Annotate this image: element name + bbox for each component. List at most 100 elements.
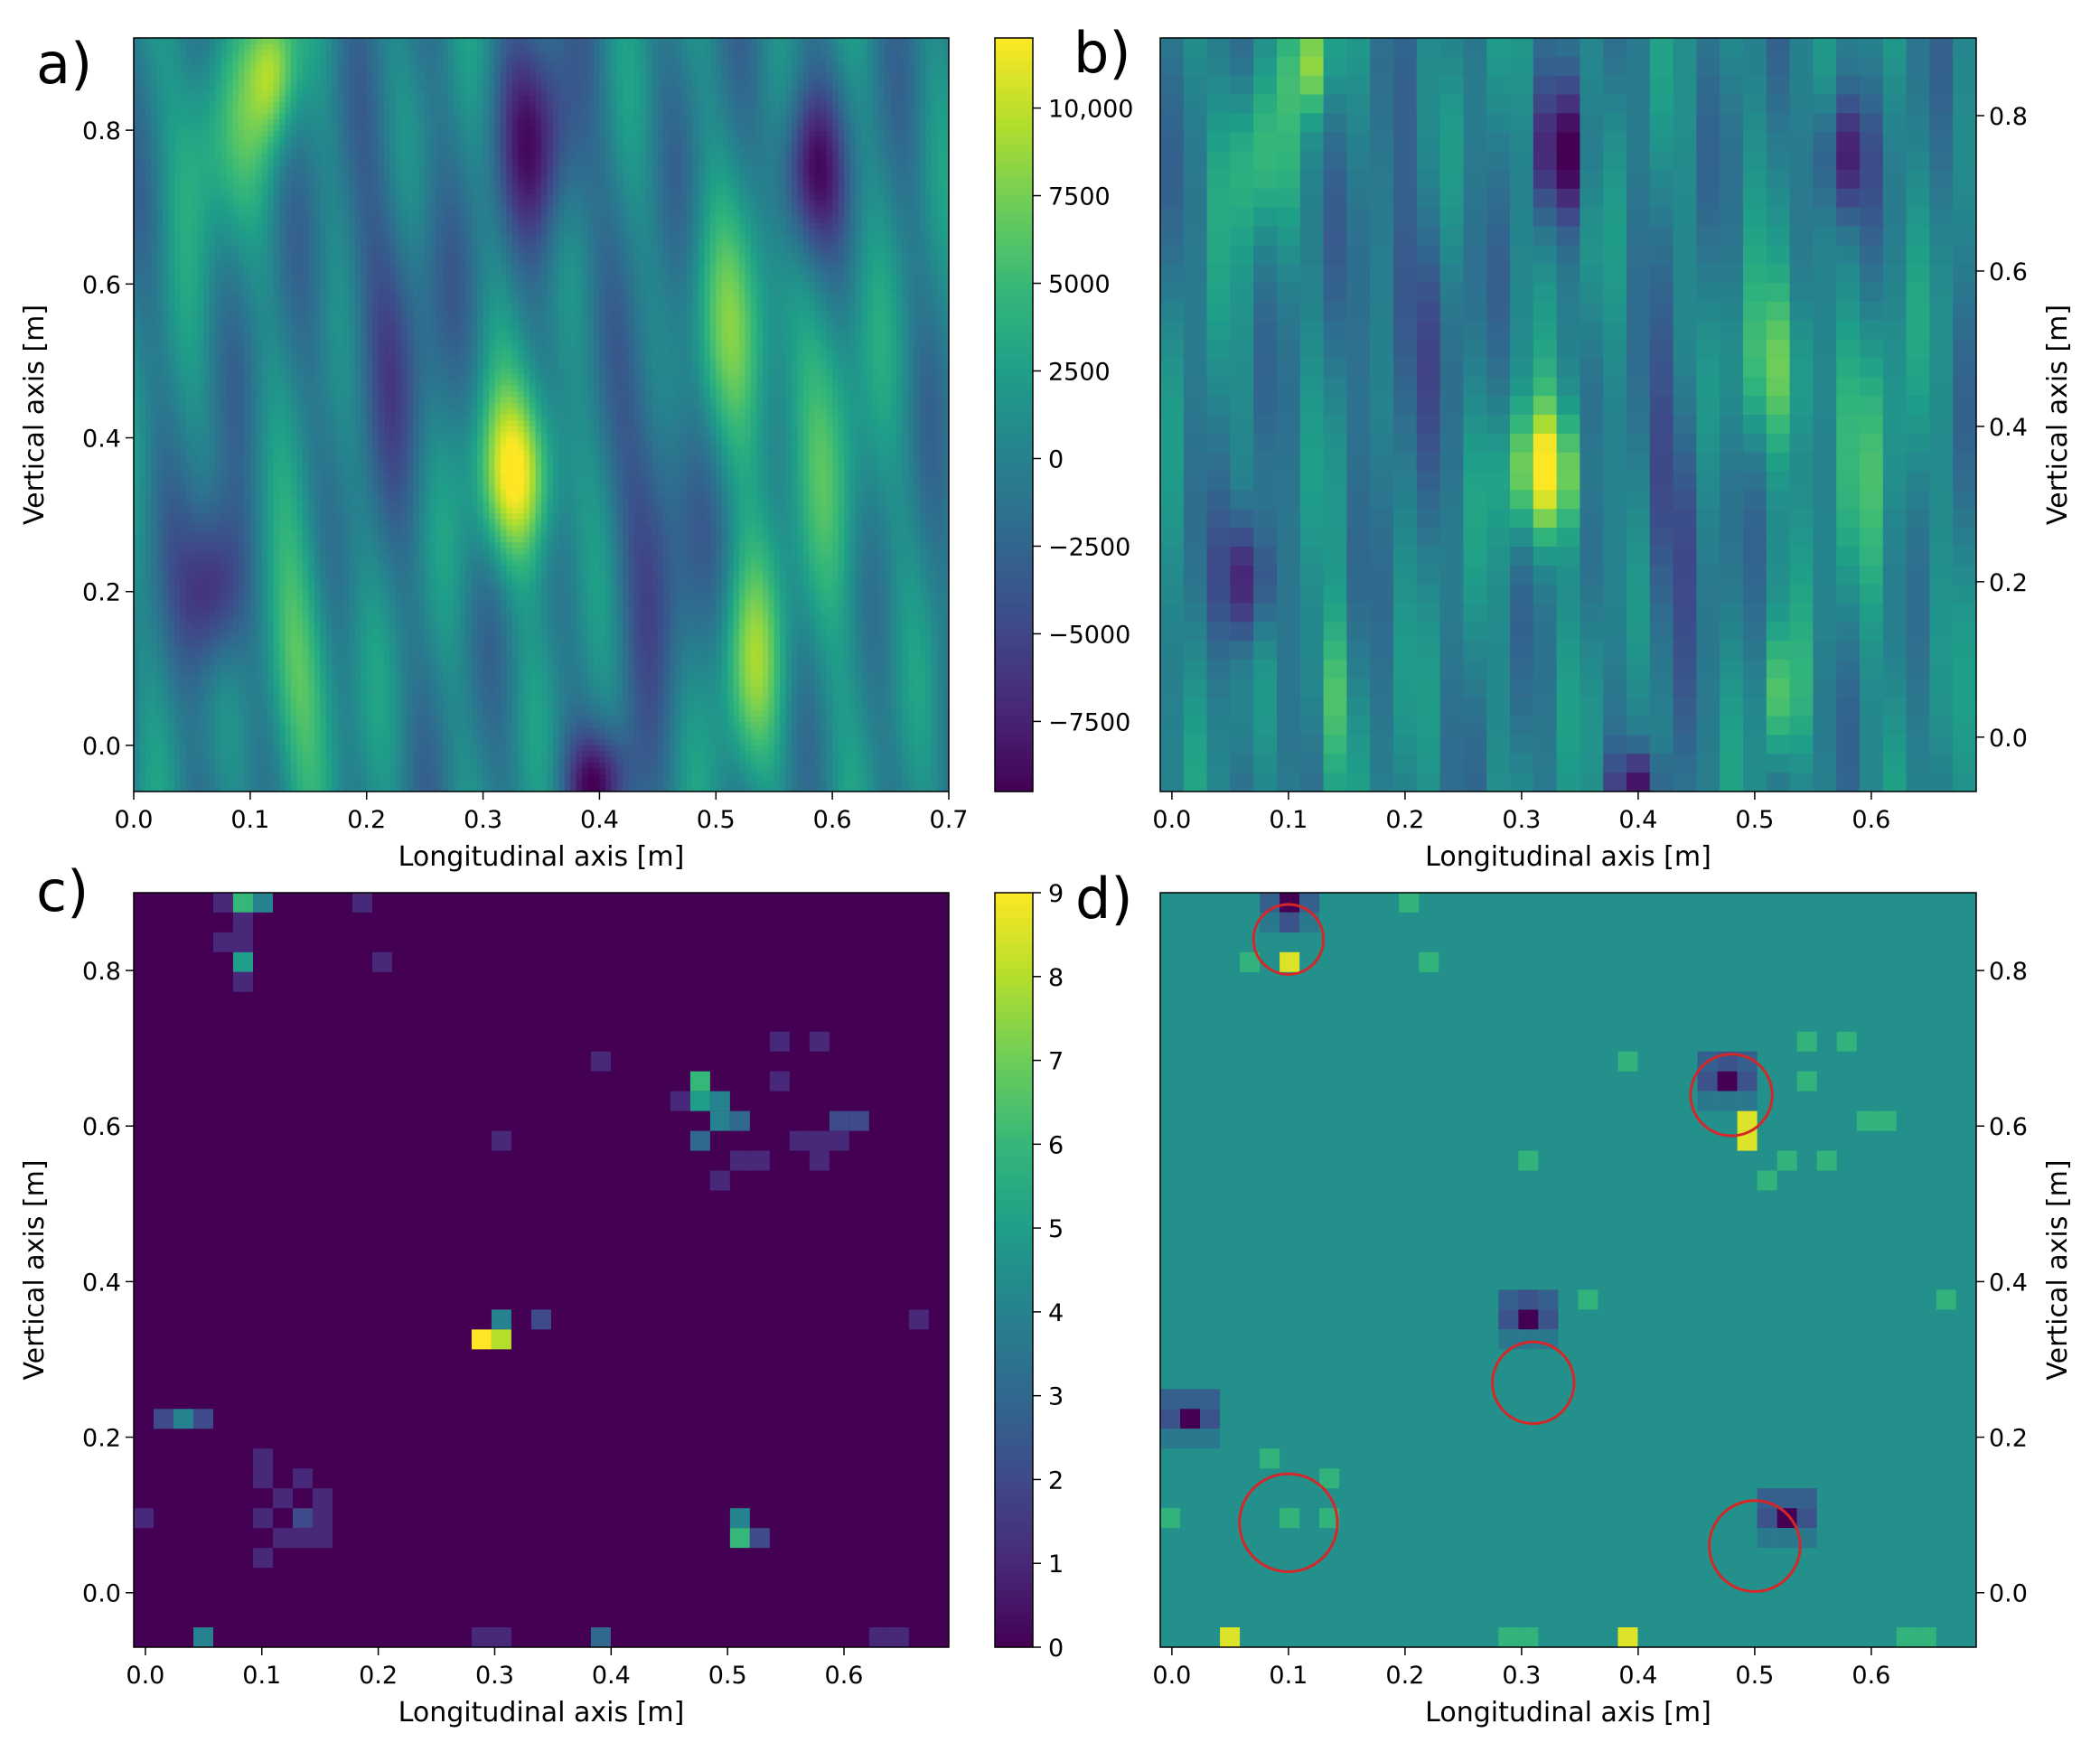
heatmap-cell <box>308 200 315 207</box>
heatmap-cell <box>244 142 251 149</box>
heatmap-cell <box>145 67 152 74</box>
heatmap-cell <box>145 722 152 729</box>
heatmap-cell <box>232 722 239 729</box>
heatmap-cell <box>227 154 234 161</box>
heatmap-cell <box>354 327 361 334</box>
heatmap-cell <box>261 513 268 520</box>
heatmap-cell <box>134 49 141 56</box>
heatmap-cell <box>203 258 211 265</box>
heatmap-cell <box>261 785 268 792</box>
heatmap-cell <box>261 773 268 781</box>
heatmap-cell <box>156 722 164 729</box>
heatmap-cell <box>203 629 211 636</box>
heatmap-cell <box>296 739 304 746</box>
heatmap-cell <box>185 565 193 572</box>
heatmap-cell <box>203 658 211 665</box>
heatmap-cell <box>349 276 356 283</box>
heatmap-cell <box>180 281 187 288</box>
heatmap-cell <box>163 530 170 538</box>
heatmap-cell <box>320 768 327 775</box>
heatmap-cell <box>249 646 257 653</box>
heatmap-cell <box>349 751 356 758</box>
heatmap-cell <box>332 159 339 166</box>
heatmap-cell <box>249 605 257 613</box>
heatmap-cell <box>308 519 315 526</box>
heatmap-cell <box>209 710 216 717</box>
heatmap-cell <box>185 756 193 764</box>
heatmap-cell <box>134 576 141 584</box>
heatmap-cell <box>174 594 182 601</box>
heatmap-cell <box>332 310 339 317</box>
heatmap-cell <box>139 698 146 706</box>
heatmap-cell <box>227 258 234 265</box>
heatmap-cell <box>279 727 286 735</box>
heatmap-cell <box>139 478 146 485</box>
heatmap-cell <box>325 605 333 613</box>
heatmap-cell <box>332 223 339 230</box>
heatmap-cell <box>314 235 321 242</box>
heatmap-cell <box>342 240 350 248</box>
heatmap-cell <box>273 473 280 480</box>
heatmap-cell <box>349 154 356 161</box>
heatmap-cell <box>145 194 152 201</box>
heatmap-cell <box>308 710 315 717</box>
heatmap-cell <box>325 461 333 468</box>
heatmap-cell <box>273 605 280 613</box>
heatmap-cell <box>209 125 216 132</box>
heatmap-cell <box>174 113 182 120</box>
heatmap-cell <box>279 43 286 51</box>
heatmap-cell <box>174 415 182 422</box>
heatmap-cell <box>249 571 257 578</box>
heatmap-cell <box>267 281 275 288</box>
heatmap-cell <box>332 559 339 567</box>
heatmap-cell <box>203 154 211 161</box>
heatmap-cell <box>320 61 327 68</box>
heatmap-cell <box>134 687 141 694</box>
heatmap-cell <box>349 252 356 259</box>
heatmap-cell <box>325 454 333 462</box>
heatmap-cell <box>320 113 327 120</box>
heatmap-cell <box>156 768 164 775</box>
heatmap-cell <box>192 478 199 485</box>
heatmap-cell <box>215 415 222 422</box>
heatmap-cell <box>232 473 239 480</box>
heatmap-cell <box>349 449 356 456</box>
heatmap-cell <box>209 351 216 358</box>
heatmap-cell <box>238 454 246 462</box>
heatmap-cell <box>163 136 170 144</box>
heatmap-cell <box>203 612 211 619</box>
heatmap-cell <box>209 206 216 213</box>
heatmap-cell <box>302 240 309 248</box>
heatmap-cell <box>192 408 199 416</box>
heatmap-cell <box>302 379 309 387</box>
heatmap-cell <box>197 432 204 439</box>
heatmap-cell <box>227 315 234 323</box>
heatmap-cell <box>145 61 152 68</box>
heatmap-cell <box>163 571 170 578</box>
heatmap-cell <box>185 652 193 660</box>
heatmap-cell <box>244 84 251 91</box>
heatmap-cell <box>314 130 321 137</box>
heatmap-cell <box>238 733 246 740</box>
heatmap-cell <box>156 246 164 253</box>
heatmap-cell <box>197 322 204 329</box>
heatmap-cell <box>215 252 222 259</box>
heatmap-cell <box>308 72 315 80</box>
heatmap-cell <box>244 466 251 473</box>
heatmap-cell <box>151 96 158 103</box>
heatmap-cell <box>203 55 211 62</box>
heatmap-cell <box>220 269 228 276</box>
heatmap-cell <box>197 379 204 387</box>
heatmap-cell <box>285 310 292 317</box>
heatmap-cell <box>168 206 175 213</box>
heatmap-cell <box>215 466 222 473</box>
heatmap-cell <box>215 125 222 132</box>
heatmap-cell <box>320 629 327 636</box>
heatmap-cell <box>332 403 339 410</box>
heatmap-cell <box>349 211 356 219</box>
heatmap-cell <box>314 727 321 735</box>
heatmap-cell <box>285 773 292 781</box>
heatmap-cell <box>261 385 268 392</box>
heatmap-cell <box>261 368 268 375</box>
heatmap-cell <box>296 286 304 294</box>
